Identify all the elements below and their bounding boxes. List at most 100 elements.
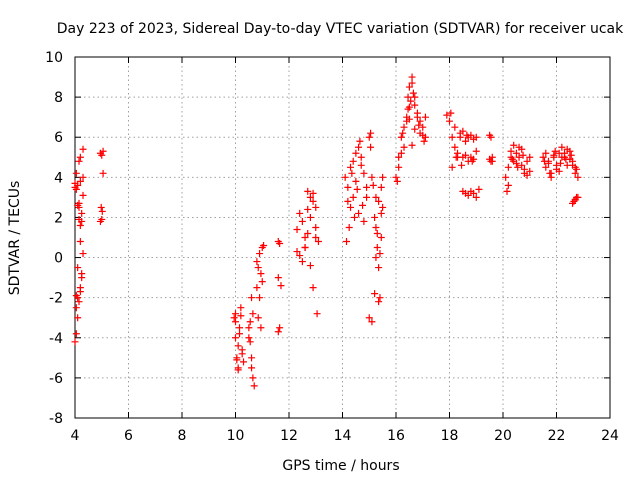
data-point	[404, 93, 412, 101]
data-point	[79, 173, 87, 181]
data-point	[392, 173, 400, 181]
data-point	[395, 153, 403, 161]
data-point	[395, 163, 403, 171]
data-point	[309, 197, 317, 205]
data-point	[373, 229, 381, 237]
data-point	[377, 183, 385, 191]
data-point	[76, 153, 84, 161]
data-point	[379, 203, 387, 211]
data-point	[371, 290, 379, 298]
data-point	[459, 127, 467, 135]
x-tick-label: 16	[387, 428, 405, 444]
y-tick-label: 10	[45, 50, 63, 66]
data-point	[345, 223, 353, 231]
data-point	[512, 149, 520, 157]
data-point	[574, 173, 582, 181]
data-point	[546, 169, 554, 177]
data-point	[71, 179, 79, 187]
x-tick-label: 8	[178, 428, 187, 444]
data-point	[371, 213, 379, 221]
y-tick-label: 8	[54, 90, 63, 106]
data-point	[232, 310, 239, 318]
data-point	[393, 177, 401, 185]
data-point	[377, 234, 385, 241]
data-point	[411, 101, 419, 109]
axis-ticks	[74, 56, 611, 419]
data-point	[488, 153, 496, 161]
data-point	[98, 151, 106, 159]
data-point	[448, 163, 456, 171]
data-point	[408, 79, 416, 87]
data-point	[74, 201, 82, 209]
data-point	[363, 183, 371, 191]
data-point	[306, 262, 314, 270]
data-point	[238, 346, 246, 354]
data-point	[253, 258, 261, 266]
data-point	[293, 225, 301, 233]
data-point	[574, 193, 582, 201]
data-point	[416, 117, 424, 125]
data-point	[233, 356, 241, 364]
data-point	[542, 149, 550, 157]
data-point	[515, 153, 523, 161]
data-point	[407, 97, 415, 105]
data-point	[274, 274, 282, 282]
data-point	[357, 153, 365, 161]
data-point	[359, 201, 367, 209]
data-point	[234, 366, 242, 374]
data-point	[454, 149, 462, 157]
data-point	[360, 217, 368, 225]
data-point	[293, 248, 301, 256]
data-point	[415, 121, 423, 129]
data-point	[296, 209, 304, 217]
data-point	[397, 133, 405, 141]
data-point	[256, 294, 264, 302]
data-point	[301, 234, 309, 241]
data-point	[519, 151, 527, 159]
data-point	[464, 191, 472, 199]
data-point	[276, 240, 284, 248]
data-point	[409, 89, 417, 97]
data-point	[246, 338, 254, 346]
data-point	[260, 242, 268, 250]
data-point	[74, 264, 82, 272]
y-tick-label: -6	[49, 371, 63, 387]
data-point	[306, 193, 314, 201]
data-point	[419, 123, 427, 131]
data-point	[355, 143, 363, 151]
data-point	[553, 161, 560, 169]
y-tick-label: -8	[49, 411, 63, 427]
data-point	[558, 153, 566, 161]
data-point	[76, 238, 84, 246]
data-point	[352, 177, 360, 185]
x-tick-label: 4	[71, 428, 80, 444]
data-point	[456, 133, 464, 141]
data-point	[343, 238, 351, 246]
x-tick-label: 22	[548, 428, 566, 444]
data-point	[230, 314, 238, 322]
data-point	[547, 173, 555, 181]
data-point	[451, 123, 459, 131]
data-point	[487, 157, 495, 165]
data-point	[563, 145, 571, 153]
data-point	[72, 185, 80, 193]
data-point	[75, 298, 83, 306]
data-point	[420, 137, 428, 145]
data-point	[404, 105, 412, 113]
data-point	[405, 83, 413, 91]
data-point	[503, 187, 511, 195]
data-point	[257, 324, 265, 332]
data-point	[367, 143, 375, 151]
data-point	[304, 229, 312, 237]
data-point	[248, 294, 256, 302]
x-tick-labels: 4 6 8 10 12 14 16 18 20 22 24	[71, 428, 619, 444]
data-point	[312, 203, 320, 211]
data-point	[254, 264, 262, 272]
data-point	[567, 151, 575, 159]
data-point	[512, 159, 520, 167]
x-tick-label: 24	[601, 428, 619, 444]
data-point	[258, 278, 266, 286]
